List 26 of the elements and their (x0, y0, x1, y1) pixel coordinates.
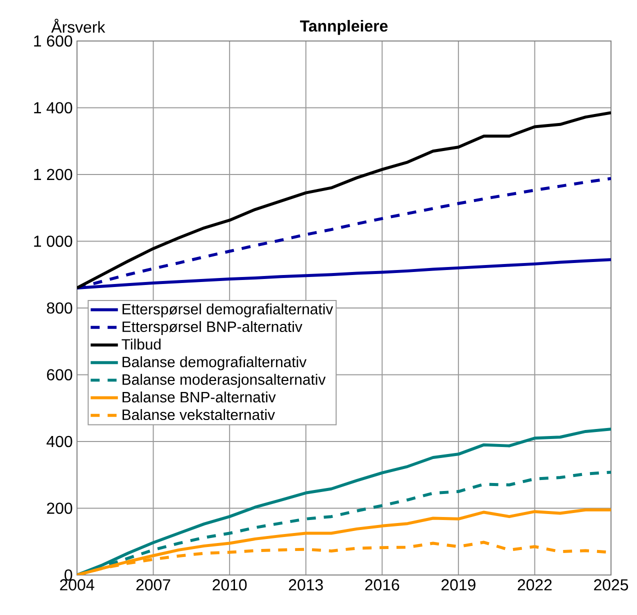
legend-label: Tilbud (122, 338, 161, 350)
legend-label: Balanse vekstalternativ (122, 409, 275, 420)
y-tick-label: 1 400 (34, 102, 72, 114)
y-tick-label: 600 (47, 369, 72, 380)
y-tick-label: 1 600 (34, 35, 72, 47)
legend-label: Balanse moderasjonsalternativ (122, 374, 326, 388)
x-tick-label: 2019 (442, 579, 476, 590)
y-axis-title: Årsverk (51, 18, 106, 33)
legend-label: Balanse BNP-alternativ (122, 391, 276, 402)
y-tick-label: 400 (46, 436, 72, 448)
legend-label: Etterspørsel demografialternativ (122, 303, 334, 318)
x-tick-label: 2016 (365, 579, 400, 590)
legend-label: Etterspørsel BNP-alternativ (122, 321, 302, 335)
y-tick-label: 800 (46, 302, 72, 314)
y-tick-label: 200 (47, 502, 72, 514)
chart-title: Tannpleiere (300, 20, 388, 35)
x-tick-label: 2004 (60, 579, 94, 590)
x-tick-label: 2022 (518, 579, 552, 590)
y-tick-label: 0 (64, 569, 72, 581)
x-tick-label: 2013 (288, 579, 323, 590)
x-tick-label: 2007 (136, 579, 170, 590)
y-tick-label: 1 000 (34, 236, 72, 247)
y-tick-label: 1 200 (34, 168, 72, 180)
x-tick-label: 2025 (594, 579, 628, 590)
x-tick-label: 2010 (212, 579, 247, 590)
legend-label: Balanse demografialternativ (122, 356, 307, 370)
